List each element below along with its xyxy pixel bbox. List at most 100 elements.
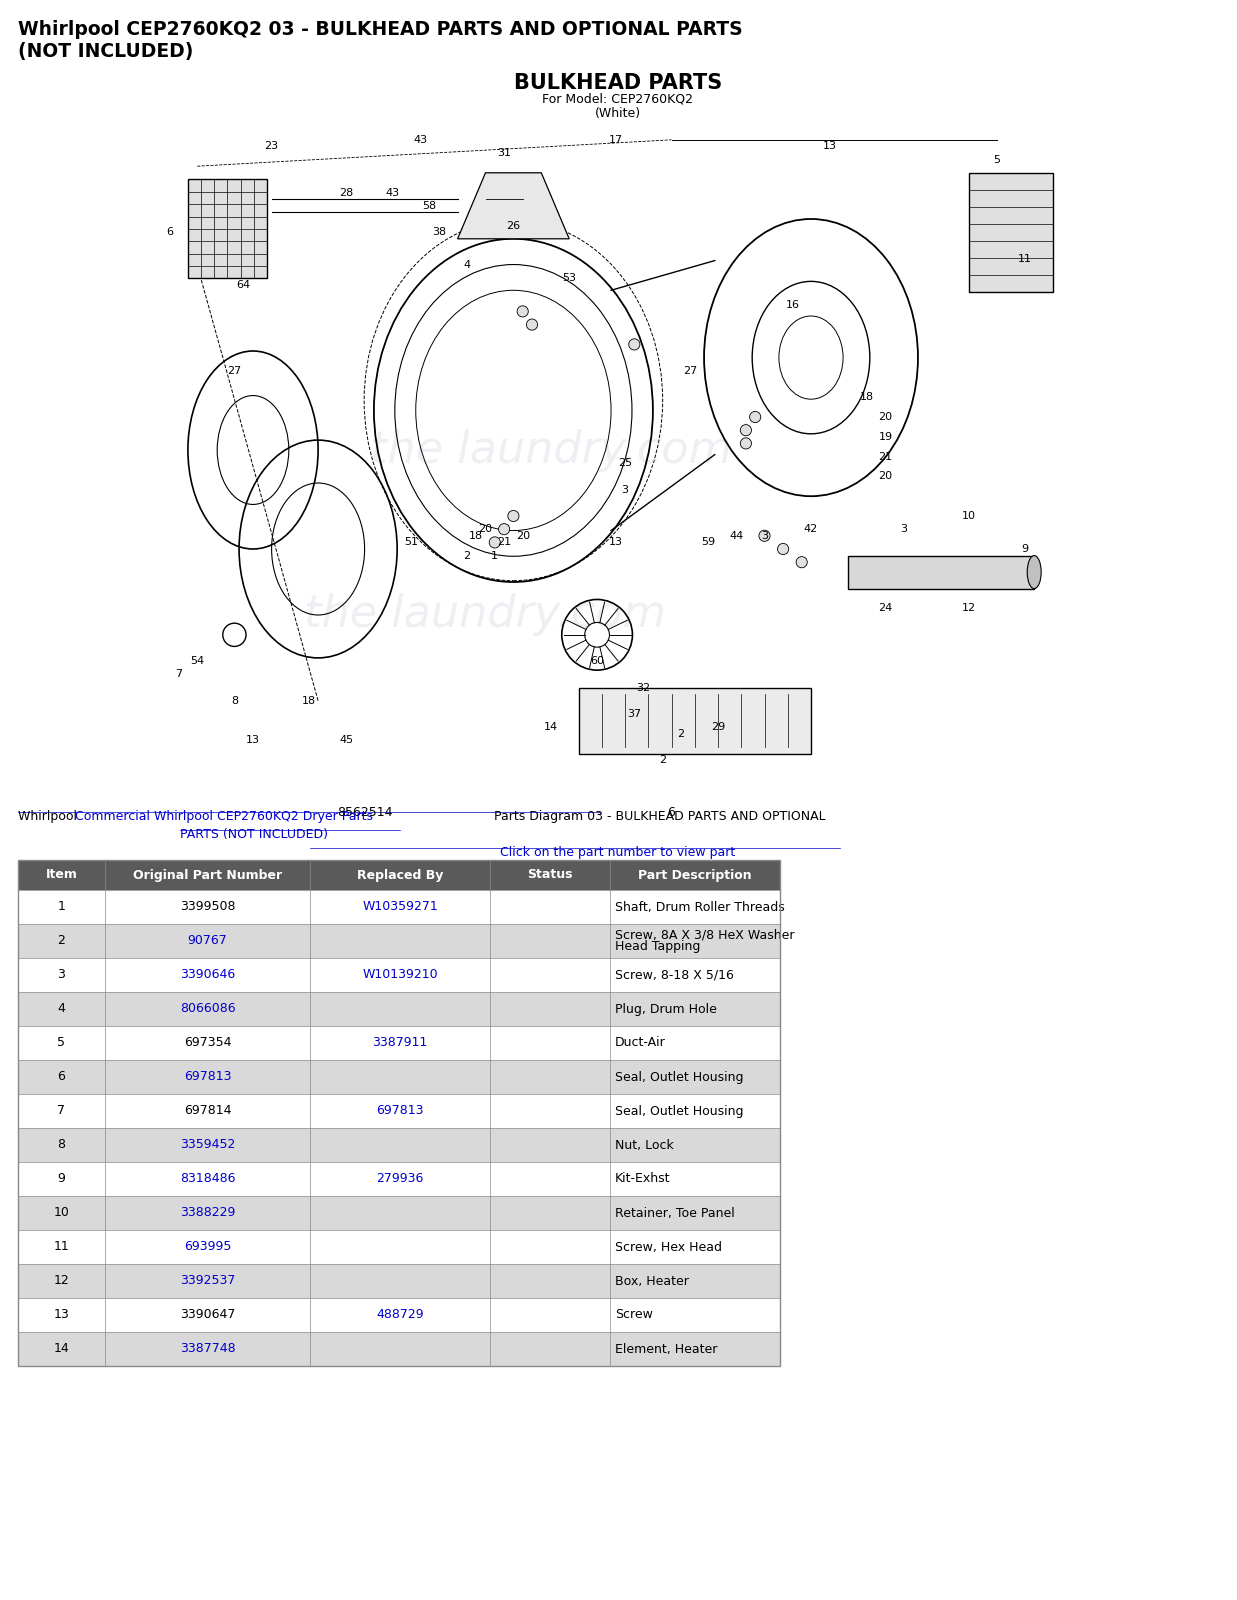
Text: 3: 3 (761, 531, 768, 541)
Text: Original Part Number: Original Part Number (132, 869, 282, 882)
Text: Whirlpool CEP2760KQ2 03 - BULKHEAD PARTS AND OPTIONAL PARTS: Whirlpool CEP2760KQ2 03 - BULKHEAD PARTS… (19, 19, 742, 38)
Ellipse shape (797, 557, 808, 568)
Bar (19, 1026, 781, 1059)
Text: Commercial Whirlpool CEP2760KQ2 Dryer Parts: Commercial Whirlpool CEP2760KQ2 Dryer Pa… (75, 810, 374, 822)
Text: 43: 43 (413, 134, 428, 146)
Text: 27: 27 (683, 366, 698, 376)
Text: 59: 59 (701, 538, 716, 547)
Text: 3399508: 3399508 (179, 901, 235, 914)
Text: 27: 27 (228, 366, 241, 376)
Text: 6: 6 (166, 227, 173, 237)
Text: Click on the part number to view part: Click on the part number to view part (501, 846, 736, 859)
Text: 13: 13 (609, 538, 622, 547)
Text: 13: 13 (246, 736, 260, 746)
Text: Shaft, Drum Roller Threads: Shaft, Drum Roller Threads (615, 901, 784, 914)
Text: 31: 31 (497, 149, 511, 158)
Text: 60: 60 (590, 656, 604, 666)
Text: 12: 12 (962, 603, 976, 613)
Bar (19, 1197, 781, 1230)
Text: 3387911: 3387911 (372, 1037, 428, 1050)
Text: 44: 44 (730, 531, 743, 541)
Ellipse shape (740, 424, 752, 435)
Bar (19, 1230, 781, 1264)
Text: 20: 20 (516, 531, 529, 541)
Text: Screw, Hex Head: Screw, Hex Head (615, 1240, 722, 1253)
Text: 53: 53 (562, 274, 576, 283)
Text: 25: 25 (618, 458, 632, 469)
Text: 693995: 693995 (184, 1240, 231, 1253)
Text: 8: 8 (57, 1139, 66, 1152)
Text: 4: 4 (58, 1003, 66, 1016)
Text: Seal, Outlet Housing: Seal, Outlet Housing (615, 1104, 743, 1117)
Text: 12: 12 (53, 1275, 69, 1288)
Text: Status: Status (527, 869, 573, 882)
Text: Kit-Exhst: Kit-Exhst (615, 1173, 670, 1186)
Text: Replaced By: Replaced By (356, 869, 443, 882)
Text: W10359271: W10359271 (362, 901, 438, 914)
Text: 2: 2 (464, 550, 470, 560)
Text: 1: 1 (491, 550, 499, 560)
Text: 38: 38 (432, 227, 447, 237)
Text: the laundry.com: the laundry.com (370, 429, 731, 472)
Bar (19, 1162, 781, 1197)
Text: For Model: CEP2760KQ2: For Model: CEP2760KQ2 (543, 93, 694, 106)
Text: 21: 21 (497, 538, 511, 547)
Text: Item: Item (46, 869, 78, 882)
Text: 20: 20 (878, 472, 892, 482)
Text: 2: 2 (677, 728, 684, 739)
Text: 8562514: 8562514 (336, 806, 392, 819)
Text: 16: 16 (785, 299, 799, 310)
Bar (19, 1264, 781, 1298)
Text: Part Description: Part Description (638, 869, 752, 882)
Bar (19, 1094, 781, 1128)
Text: 7: 7 (57, 1104, 66, 1117)
Bar (579, 688, 811, 754)
Text: 26: 26 (506, 221, 521, 230)
Text: 58: 58 (423, 200, 437, 211)
Ellipse shape (508, 510, 520, 522)
Text: 5: 5 (993, 155, 1001, 165)
Text: 9: 9 (1022, 544, 1028, 554)
Ellipse shape (499, 523, 510, 534)
Text: 21: 21 (878, 451, 892, 461)
Text: Seal, Outlet Housing: Seal, Outlet Housing (615, 1070, 743, 1083)
Bar (19, 925, 781, 958)
Text: Parts Diagram 03 - BULKHEAD PARTS AND OPTIONAL: Parts Diagram 03 - BULKHEAD PARTS AND OP… (490, 810, 825, 822)
Text: 11: 11 (1018, 253, 1032, 264)
Bar (969, 173, 1053, 291)
Text: 3387748: 3387748 (179, 1342, 235, 1355)
Text: 28: 28 (339, 187, 353, 197)
Text: (White): (White) (595, 107, 641, 120)
Text: 14: 14 (53, 1342, 69, 1355)
Text: Element, Heater: Element, Heater (615, 1342, 717, 1355)
Text: 8318486: 8318486 (179, 1173, 235, 1186)
Ellipse shape (778, 544, 789, 555)
Text: 17: 17 (609, 134, 622, 146)
Text: 3390647: 3390647 (179, 1309, 235, 1322)
Text: 37: 37 (627, 709, 641, 718)
Text: 19: 19 (878, 432, 892, 442)
Ellipse shape (527, 318, 538, 330)
Bar (19, 1298, 781, 1331)
Text: 14: 14 (543, 722, 558, 733)
Text: 32: 32 (637, 683, 651, 693)
Text: Screw, 8-18 X 5/16: Screw, 8-18 X 5/16 (615, 968, 734, 981)
Text: 54: 54 (190, 656, 204, 666)
Bar (19, 958, 781, 992)
Text: 8: 8 (231, 696, 238, 706)
Text: 43: 43 (386, 187, 400, 197)
Bar (849, 555, 1034, 589)
Text: 1: 1 (58, 901, 66, 914)
Text: 3: 3 (621, 485, 628, 494)
Text: Plug, Drum Hole: Plug, Drum Hole (615, 1003, 717, 1016)
Ellipse shape (628, 339, 640, 350)
Ellipse shape (760, 530, 771, 541)
Bar (19, 861, 781, 890)
Text: 13: 13 (823, 141, 836, 152)
Text: (NOT INCLUDED): (NOT INCLUDED) (19, 42, 193, 61)
Text: 7: 7 (176, 669, 182, 680)
Text: 64: 64 (236, 280, 251, 290)
Text: Screw: Screw (615, 1309, 653, 1322)
Text: 29: 29 (711, 722, 725, 733)
Text: Nut, Lock: Nut, Lock (615, 1139, 674, 1152)
